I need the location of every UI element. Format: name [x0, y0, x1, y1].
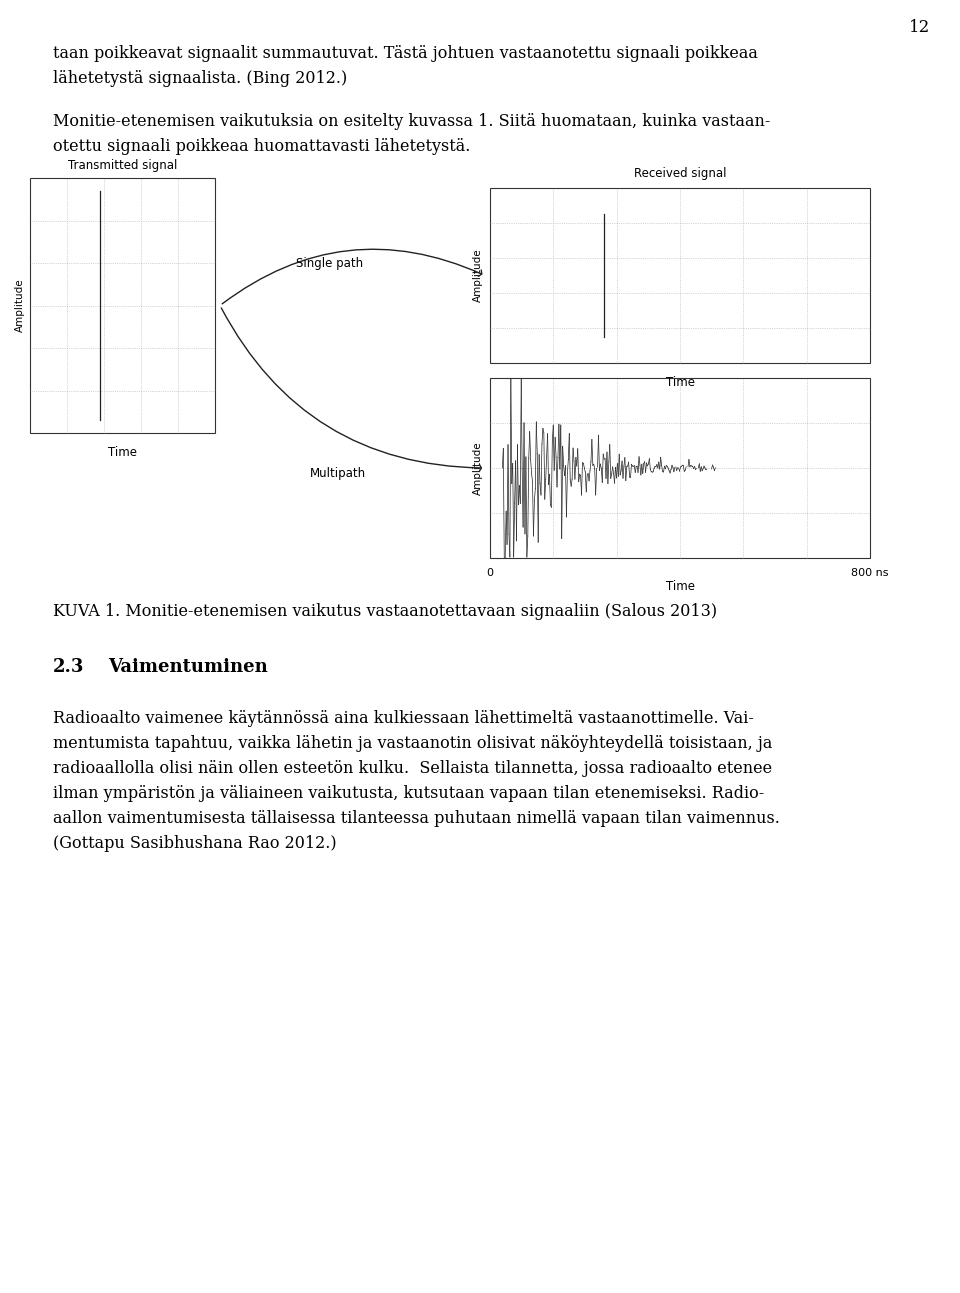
Text: aallon vaimentumisesta tällaisessa tilanteessa puhutaan nimellä vapaan tilan vai: aallon vaimentumisesta tällaisessa tilan… [53, 809, 780, 828]
Text: mentumista tapahtuu, vaikka lähetin ja vastaanotin olisivat näköyhteydellä toisi: mentumista tapahtuu, vaikka lähetin ja v… [53, 734, 773, 753]
Bar [30, 178, 215, 433]
Text: Amplitude: Amplitude [473, 248, 483, 303]
Text: Single path: Single path [297, 256, 364, 269]
Text: lähetetystä signaalista. (Bing 2012.): lähetetystä signaalista. (Bing 2012.) [53, 70, 348, 87]
Text: (Gottapu Sasibhushana Rao 2012.): (Gottapu Sasibhushana Rao 2012.) [53, 835, 337, 852]
Text: Time: Time [108, 446, 137, 459]
Text: Amplitude: Amplitude [473, 441, 483, 495]
Text: Transmitted signal: Transmitted signal [68, 159, 178, 172]
Text: Monitie-etenemisen vaikutuksia on esitelty kuvassa 1. Siitä huomataan, kuinka va: Monitie-etenemisen vaikutuksia on esitel… [53, 112, 770, 131]
Bar [490, 187, 870, 363]
Text: otettu signaali poikkeaa huomattavasti lähetetystä.: otettu signaali poikkeaa huomattavasti l… [53, 138, 470, 155]
Text: 800 ns: 800 ns [852, 568, 889, 578]
Text: Time: Time [665, 581, 694, 593]
Text: Radioaalto vaimenee käytännössä aina kulkiessaan lähettimeltä vastaanottimelle. : Radioaalto vaimenee käytännössä aina kul… [53, 710, 754, 727]
Text: taan poikkeavat signaalit summautuvat. Tästä johtuen vastaanotettu signaali poik: taan poikkeavat signaalit summautuvat. T… [53, 45, 757, 62]
Text: 12: 12 [909, 19, 930, 36]
Text: Received signal: Received signal [634, 167, 727, 180]
Bar [490, 378, 870, 559]
Text: Vaimentuminen: Vaimentuminen [108, 658, 268, 676]
Text: Time: Time [665, 376, 694, 389]
Text: radioaallolla olisi näin ollen esteetön kulku.  Sellaista tilannetta, jossa radi: radioaallolla olisi näin ollen esteetön … [53, 760, 772, 777]
Text: Multipath: Multipath [310, 467, 366, 480]
Text: Amplitude: Amplitude [15, 279, 25, 332]
Text: 0: 0 [487, 568, 493, 578]
Text: 2.3: 2.3 [53, 658, 84, 676]
Text: ilman ympäristön ja väliaineen vaikutusta, kutsutaan vapaan tilan etenemiseksi. : ilman ympäristön ja väliaineen vaikutust… [53, 785, 764, 802]
Text: KUVA 1. Monitie-etenemisen vaikutus vastaanotettavaan signaaliin (Salous 2013): KUVA 1. Monitie-etenemisen vaikutus vast… [53, 603, 717, 621]
